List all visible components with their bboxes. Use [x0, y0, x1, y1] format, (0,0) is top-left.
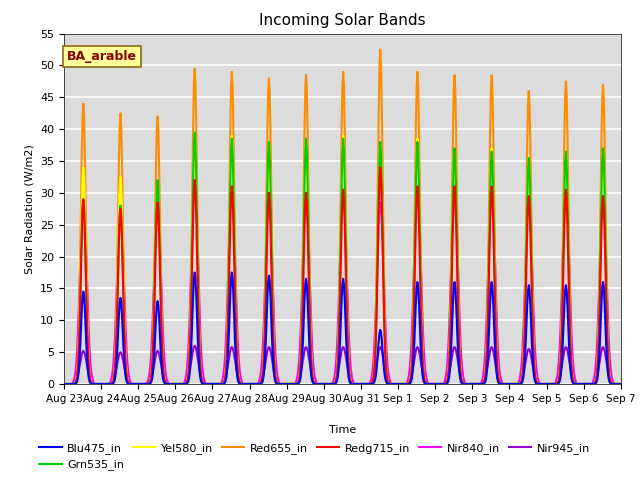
Y-axis label: Solar Radiation (W/m2): Solar Radiation (W/m2) [24, 144, 35, 274]
Line: Nir945_in: Nir945_in [64, 346, 640, 384]
Line: Red655_in: Red655_in [64, 49, 640, 384]
Title: Incoming Solar Bands: Incoming Solar Bands [259, 13, 426, 28]
Text: BA_arable: BA_arable [67, 50, 137, 63]
Line: Blu475_in: Blu475_in [64, 273, 640, 384]
Line: Redg715_in: Redg715_in [64, 168, 640, 384]
Legend: Blu475_in, Grn535_in, Yel580_in, Red655_in, Redg715_in, Nir840_in, Nir945_in: Blu475_in, Grn535_in, Yel580_in, Red655_… [35, 439, 594, 475]
Line: Nir840_in: Nir840_in [64, 180, 640, 384]
X-axis label: Time: Time [329, 424, 356, 434]
Line: Yel580_in: Yel580_in [64, 132, 640, 384]
Line: Grn535_in: Grn535_in [64, 132, 640, 384]
